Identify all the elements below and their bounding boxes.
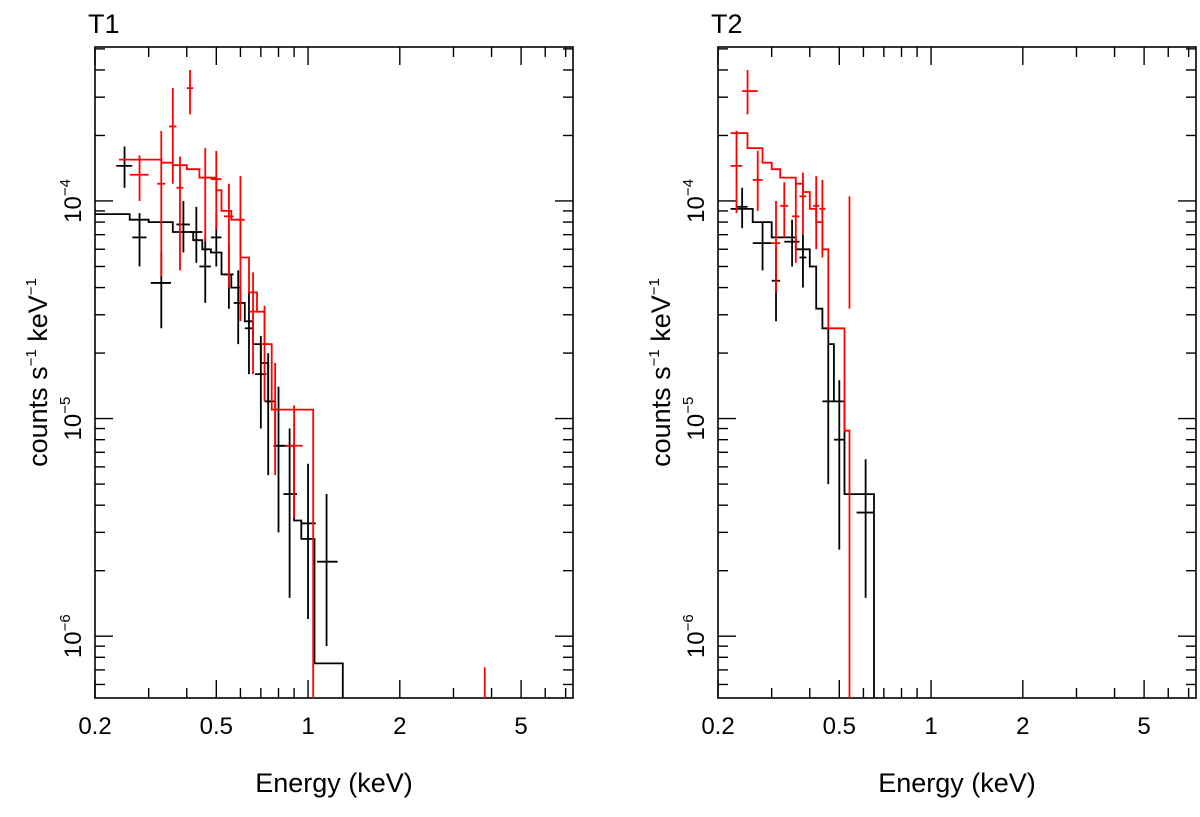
data-point	[771, 200, 781, 293]
model-step-line	[95, 213, 344, 698]
data-point	[190, 206, 203, 263]
y-axis-ticks	[95, 48, 573, 686]
data-point	[736, 187, 748, 229]
y-axis-label: counts s−1 keV−1	[646, 278, 676, 467]
y-tick-base: 10	[683, 196, 710, 223]
data-point	[822, 344, 834, 485]
data-point	[248, 272, 257, 375]
data-point	[284, 405, 303, 518]
model-step-line	[730, 132, 851, 698]
data-point	[780, 182, 789, 238]
model-step-line	[730, 208, 875, 698]
y-tick-label: 10−5	[680, 397, 710, 441]
x-tick-label: 0.2	[78, 713, 111, 740]
data-point	[224, 183, 234, 288]
data-point	[264, 353, 272, 476]
y-tick-label: 10−4	[680, 179, 710, 223]
data-point	[271, 363, 279, 476]
x-tick-label: 5	[1137, 713, 1150, 740]
data-point	[199, 237, 211, 303]
x-tick-label: 0.5	[823, 713, 856, 740]
data-point	[819, 179, 826, 258]
data-point	[210, 150, 222, 230]
y-tick-exponent: −5	[57, 397, 74, 414]
data-point	[176, 156, 184, 271]
data-point	[742, 69, 758, 115]
y-label-exp2: −1	[646, 278, 663, 295]
data-point	[799, 172, 807, 235]
data-point	[244, 292, 254, 375]
y-label-mid: keV	[23, 295, 53, 349]
data-point	[199, 148, 211, 242]
y-tick-label: 10−5	[57, 397, 87, 441]
plot-frame	[717, 46, 1197, 699]
panel-title: T1	[88, 9, 120, 39]
data-point	[317, 494, 338, 647]
data-point	[169, 88, 177, 184]
data-point	[792, 183, 800, 263]
data-point	[129, 155, 149, 201]
y-label-exp2: −1	[23, 278, 40, 295]
y-tick-exponent: −5	[680, 397, 697, 414]
series-red	[119, 69, 486, 698]
x-tick-label: 1	[924, 713, 937, 740]
x-tick-label: 2	[393, 713, 406, 740]
series-black	[730, 187, 875, 698]
y-tick-exponent: −6	[680, 614, 697, 631]
y-label-base: counts s	[646, 366, 676, 467]
y-tick-label: 10−6	[57, 614, 87, 658]
data-point	[752, 222, 772, 271]
x-tick-label: 5	[514, 713, 527, 740]
data-point	[833, 380, 845, 550]
y-label-base: counts s	[23, 366, 53, 467]
series-black	[95, 146, 344, 698]
panel-title: T2	[711, 9, 743, 39]
y-tick-base: 10	[683, 631, 710, 658]
data-point	[157, 130, 166, 277]
x-tick-label: 0.5	[200, 713, 233, 740]
data-point	[132, 213, 147, 267]
data-point	[260, 305, 269, 402]
y-tick-exponent: −6	[57, 614, 74, 631]
series-red	[730, 69, 851, 698]
y-tick-base: 10	[60, 414, 87, 441]
data-point	[176, 200, 191, 253]
data-point	[856, 459, 875, 598]
y-tick-base: 10	[683, 414, 710, 441]
data-point	[235, 176, 245, 322]
x-axis-ticks	[717, 47, 1190, 698]
y-tick-exponent: −4	[57, 179, 74, 196]
y-tick-label: 10−6	[680, 614, 710, 658]
x-axis-label: Energy (keV)	[255, 768, 413, 798]
data-point	[799, 234, 807, 288]
y-label-exp1: −1	[646, 349, 663, 366]
x-axis-label: Energy (keV)	[878, 768, 1036, 798]
x-tick-label: 0.2	[701, 713, 734, 740]
data-point	[186, 69, 194, 115]
y-tick-exponent: −4	[680, 179, 697, 196]
data-point	[752, 150, 763, 211]
y-tick-base: 10	[60, 196, 87, 223]
data-point	[784, 219, 800, 267]
y-tick-base: 10	[60, 631, 87, 658]
data-point	[813, 176, 820, 250]
x-axis-ticks	[94, 47, 567, 698]
data-point	[730, 130, 743, 214]
y-axis-label: counts s−1 keV−1	[23, 278, 53, 467]
x-tick-label: 1	[301, 713, 314, 740]
y-axis-ticks	[718, 48, 1196, 686]
plot-frame	[94, 46, 574, 699]
y-label-exp1: −1	[23, 349, 40, 366]
x-tick-label: 2	[1016, 713, 1029, 740]
y-label-mid: keV	[646, 295, 676, 349]
y-tick-label: 10−4	[57, 179, 87, 223]
data-point	[116, 146, 133, 188]
